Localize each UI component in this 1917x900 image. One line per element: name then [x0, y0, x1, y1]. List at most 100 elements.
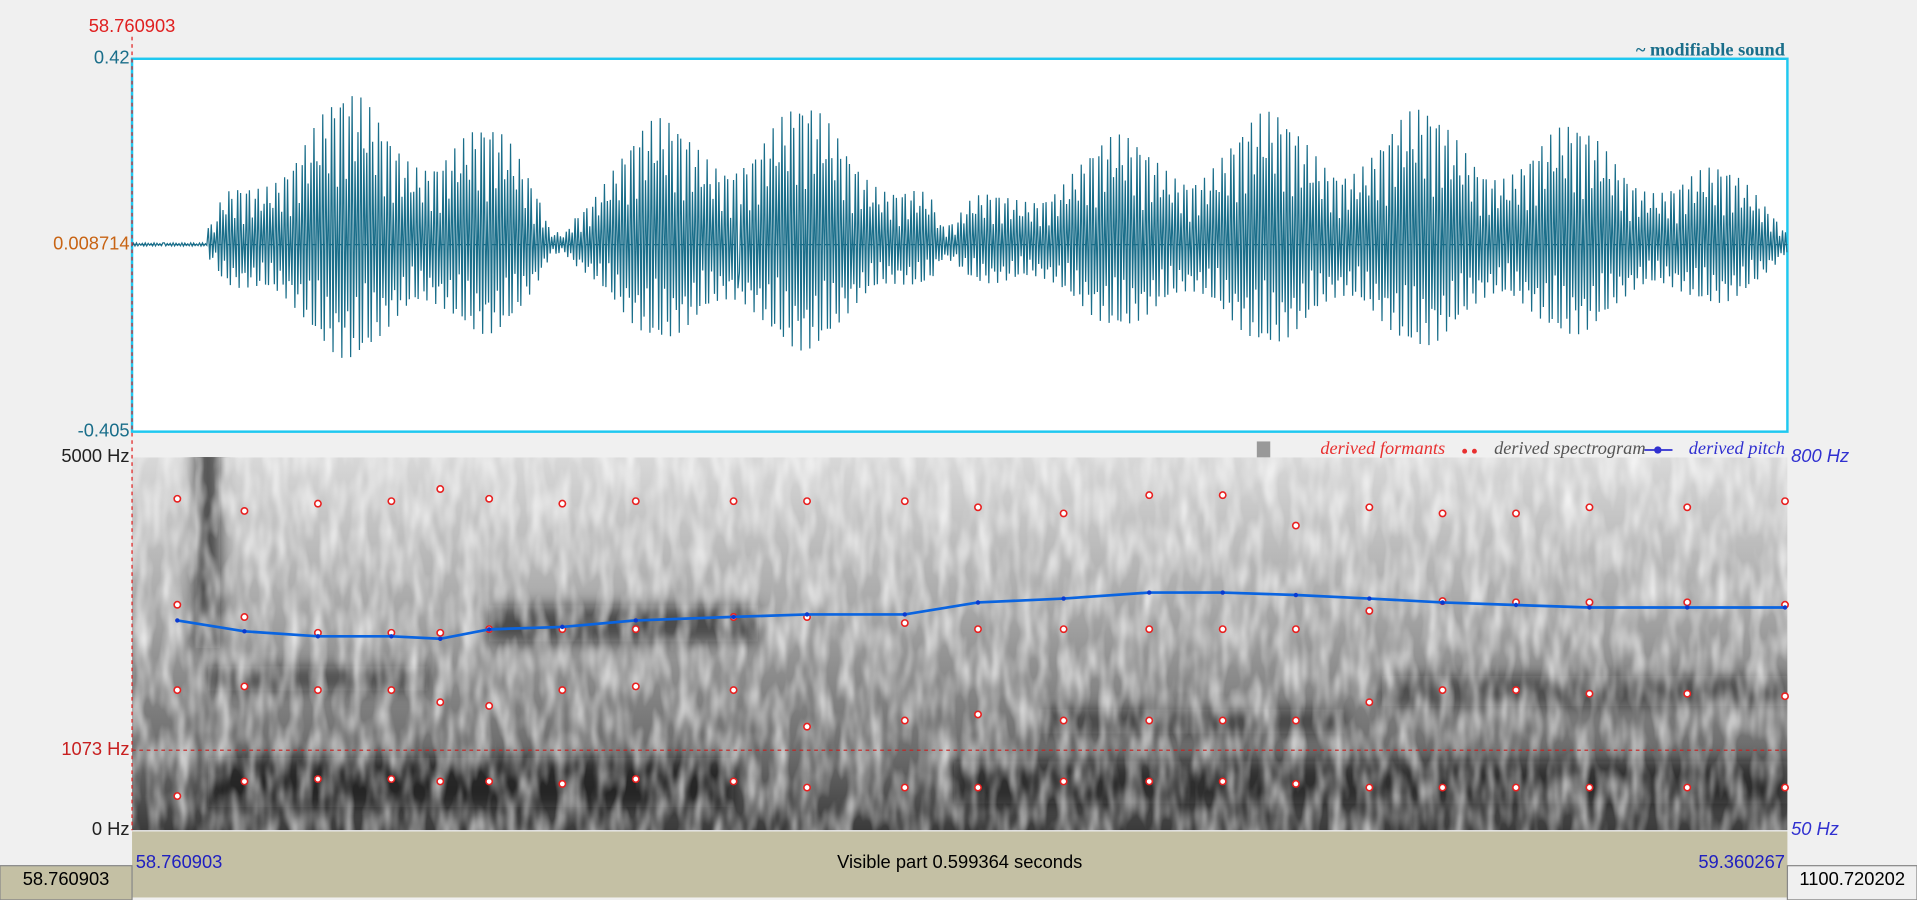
formant-point	[631, 775, 640, 784]
formant-point	[558, 499, 567, 508]
formant-point	[485, 494, 494, 503]
formant-point	[803, 497, 812, 506]
legend-pitch-dot	[1654, 446, 1662, 454]
pitch-point	[633, 618, 638, 623]
wave-max-label: 0.42	[94, 47, 130, 68]
formant-point	[485, 701, 494, 710]
formant-point	[1059, 625, 1068, 634]
spectrogram-texture	[132, 457, 1788, 831]
pitch-min-label: 50 Hz	[1791, 818, 1839, 839]
formant-point	[1585, 783, 1594, 792]
formant-point	[387, 775, 396, 784]
formant-point	[1585, 689, 1594, 698]
pitch-point	[1147, 590, 1152, 595]
legend-formants: derived formants	[1320, 438, 1445, 458]
formant-point	[1291, 521, 1300, 530]
sound-name: ~ modifiable sound	[1636, 40, 1785, 60]
formant-point	[436, 485, 445, 494]
pitch-point	[1587, 605, 1592, 610]
pitch-point	[1220, 590, 1225, 595]
pitch-point	[975, 600, 981, 605]
formant-point	[803, 722, 812, 731]
formant-point	[631, 497, 640, 506]
formant-point	[173, 792, 182, 801]
status-left: 58.760903	[23, 868, 110, 889]
formant-point	[1512, 686, 1520, 695]
formant-point	[1438, 686, 1447, 695]
pitch-point	[1061, 596, 1066, 601]
legend-spectrogram: derived spectrogram	[1494, 438, 1646, 458]
formant-point	[558, 779, 567, 788]
formant-point	[1291, 716, 1300, 725]
pitch-point	[389, 634, 394, 639]
formant-point	[729, 497, 738, 506]
formant-point	[803, 783, 812, 792]
pitch-point	[902, 612, 908, 617]
legend-formant-dot	[1471, 448, 1477, 454]
formant-point	[485, 777, 494, 786]
formant-point	[1291, 625, 1300, 634]
pitch-point	[1293, 592, 1299, 598]
formant-point	[729, 686, 738, 695]
cursor-time: 58.760903	[89, 15, 176, 36]
pitch-point	[438, 636, 443, 642]
status-left-box	[0, 865, 133, 900]
formant-point	[1145, 716, 1154, 725]
formant-point	[974, 783, 982, 792]
formant-point	[1438, 783, 1447, 792]
formant-point	[1365, 698, 1374, 707]
spec-cursor-label: 1073 Hz	[61, 738, 129, 759]
formant-point	[1512, 783, 1520, 792]
formant-point	[1218, 716, 1227, 725]
formant-point	[1365, 783, 1374, 792]
formant-point	[900, 497, 909, 506]
formant-point	[1218, 625, 1227, 634]
formant-point	[173, 600, 182, 609]
formant-point	[240, 682, 249, 691]
formant-point	[900, 716, 909, 725]
spec-max-label: 5000 Hz	[61, 445, 129, 466]
visible-part: Visible part 0.599364 seconds	[837, 851, 1082, 872]
pitch-line	[177, 591, 1785, 641]
formant-point	[1218, 777, 1227, 786]
formant-point	[1585, 598, 1594, 607]
pitch-point	[1367, 596, 1372, 601]
spec-min-label: 0 Hz	[92, 818, 130, 839]
formant-point	[631, 625, 640, 634]
formant-point	[387, 686, 396, 695]
formant-point	[1781, 497, 1789, 506]
formant-point	[1365, 606, 1374, 615]
formant-point	[1059, 777, 1068, 786]
formant-point	[1585, 503, 1594, 512]
formant-point	[1438, 509, 1447, 518]
status-right-box	[1786, 865, 1917, 900]
formant-point	[1145, 625, 1154, 634]
pitch-point	[804, 612, 810, 617]
formant-point	[974, 710, 982, 719]
waveform	[131, 96, 1788, 358]
pitch-max-label: 800 Hz	[1791, 445, 1849, 466]
formant-point	[1145, 777, 1154, 786]
formant-point	[1291, 779, 1300, 788]
pitch-point	[560, 624, 565, 630]
pitch-point	[1440, 600, 1445, 605]
formant-point	[313, 499, 322, 508]
time-start: 58.760903	[136, 851, 223, 872]
formant-point	[729, 777, 738, 786]
formant-point	[313, 775, 322, 784]
legend-formant-dot	[1462, 448, 1468, 454]
formant-point	[631, 682, 640, 691]
formant-point	[1781, 783, 1789, 792]
pitch-point	[1513, 602, 1519, 608]
pitch-point	[175, 618, 180, 623]
status-right: 1100.720202	[1799, 868, 1905, 889]
formant-point	[900, 619, 909, 628]
formant-point	[436, 628, 445, 637]
wave-mid-label: 0.008714	[53, 233, 129, 254]
time-end: 59.360267	[1698, 851, 1785, 872]
formant-point	[240, 506, 249, 515]
formant-point	[240, 777, 249, 786]
formant-point	[1683, 598, 1692, 607]
